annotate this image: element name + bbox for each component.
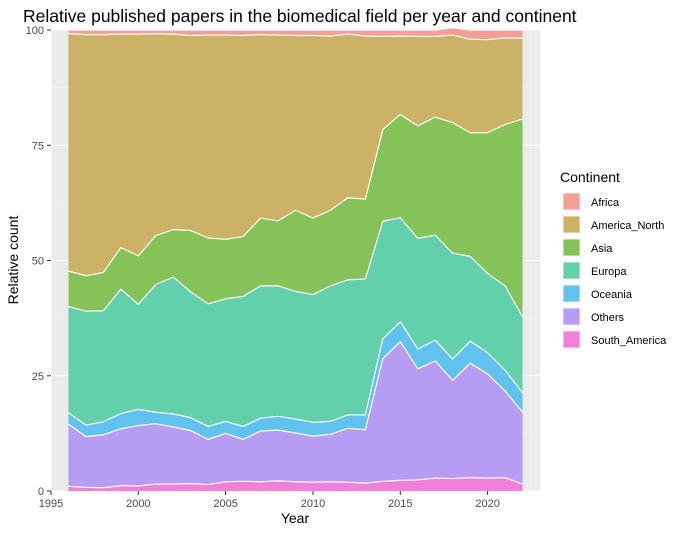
legend-title: Continent [560, 169, 620, 185]
x-tick-label: 2020 [475, 498, 499, 510]
legend-label: Africa [591, 197, 620, 209]
legend-swatch-america-north [562, 215, 581, 234]
area-america-north [68, 33, 523, 276]
legend-swatch-africa [562, 192, 581, 211]
x-axis-label: Year [281, 510, 310, 526]
x-tick-label: 1995 [39, 498, 63, 510]
area-outline-others [68, 340, 524, 441]
legend-label: South_America [591, 335, 667, 347]
legend-label: Europa [591, 266, 627, 278]
x-tick-label: 2010 [301, 498, 325, 510]
y-axis: 0 25 50 75 100 [26, 25, 51, 498]
legend-label: Asia [591, 243, 613, 255]
y-tick-label: 25 [32, 371, 44, 383]
area-others [68, 341, 523, 488]
y-axis-label: Relative count [5, 216, 21, 305]
legend-label: Oceania [591, 289, 633, 301]
chart-title: Relative published papers in the biomedi… [23, 6, 577, 26]
legend-label: America_North [591, 220, 664, 232]
area-outline-oceania [68, 320, 524, 428]
stacked-areas [68, 27, 524, 491]
legend-label: Others [591, 312, 625, 324]
area-outline-europa [68, 216, 524, 318]
y-tick-label: 0 [38, 486, 44, 498]
area-outline-africa [68, 27, 523, 31]
legend-swatch-europa [562, 261, 581, 280]
legend: Continent Africa America_North Asia Europa O… [560, 169, 667, 349]
legend-swatch-asia [562, 238, 581, 257]
area-asia [68, 114, 523, 317]
x-tick-label: 2000 [126, 498, 150, 510]
legend-swatch-oceania [562, 284, 581, 303]
area-africa [68, 27, 523, 40]
area-oceania [68, 321, 523, 440]
y-tick-label: 100 [26, 25, 44, 37]
x-tick-label: 2015 [388, 498, 412, 510]
x-tick-label: 2005 [213, 498, 237, 510]
area-south-america [68, 477, 523, 491]
area-outline-america-north [68, 33, 523, 41]
y-tick-label: 75 [32, 140, 44, 152]
legend-swatch-others [562, 307, 581, 326]
area-outline-south-america [68, 477, 523, 489]
legend-swatch-south-america [562, 330, 581, 349]
area-europa [68, 217, 523, 427]
y-tick-label: 50 [32, 256, 44, 268]
x-axis: 1995 2000 2005 2010 2015 2020 [39, 491, 500, 510]
area-outline-asia [68, 113, 523, 277]
